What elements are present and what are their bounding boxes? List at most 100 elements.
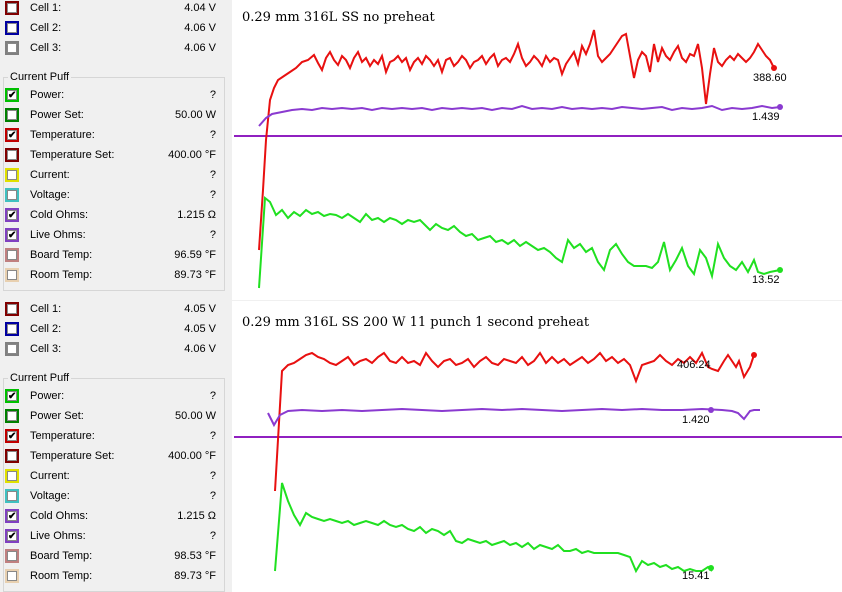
board-temp-value: 98.53 °F	[174, 550, 216, 562]
checkmark-icon: ✔	[7, 130, 17, 141]
live-ohms-value: ?	[209, 229, 216, 241]
power-checkbox[interactable]: ✔	[5, 389, 19, 403]
temperature-label: Temperature:	[30, 430, 95, 442]
cold-ohms-checkbox[interactable]: ✔	[5, 208, 19, 222]
power-label: Power:	[30, 89, 65, 101]
temperature-label: Temperature:	[30, 129, 95, 141]
cell-1-color-checkbox[interactable]	[5, 1, 19, 15]
current-puff-title: Current Puff	[8, 71, 72, 83]
puff-chart-top: 0.29 mm 316L SS no preheat 388.60 1.439 13…	[232, 0, 842, 300]
checkmark-icon: ✔	[7, 90, 17, 101]
temperature-set-checkbox[interactable]	[5, 148, 19, 162]
power-set-value: 50.00 W	[175, 410, 216, 422]
power-series-line	[274, 482, 713, 574]
temperature-value: ?	[209, 129, 216, 141]
power-value: ?	[209, 390, 216, 402]
power-set-checkbox[interactable]	[5, 108, 19, 122]
room-temp-checkbox[interactable]	[5, 569, 19, 583]
power-row: ✔ Power:?	[0, 388, 226, 408]
current-checkbox[interactable]	[5, 469, 19, 483]
board-temp-label: Board Temp:	[30, 249, 93, 261]
cell-3-value: 4.06 V	[184, 42, 216, 54]
current-label: Current:	[30, 169, 70, 181]
checkmark-icon: ✔	[7, 210, 17, 221]
power-set-label: Power Set:	[30, 109, 84, 121]
live-ohms-label: Live Ohms:	[30, 530, 86, 542]
room-temp-label: Room Temp:	[30, 269, 93, 281]
power-set-row: Power Set: 50.00 W	[0, 107, 226, 127]
cell-1-color-checkbox[interactable]	[5, 302, 19, 316]
voltage-checkbox[interactable]	[5, 188, 19, 202]
empty-box-icon	[7, 471, 17, 481]
current-row: Current:?	[0, 468, 226, 488]
board-temp-value: 96.59 °F	[174, 249, 216, 261]
live-ohms-series-line	[258, 104, 781, 127]
temperature-set-value: 400.00 °F	[168, 149, 216, 161]
empty-box-icon	[7, 170, 17, 180]
temperature-checkbox[interactable]: ✔	[5, 429, 19, 443]
power-series-line	[258, 196, 781, 289]
temperature-checkbox[interactable]: ✔	[5, 128, 19, 142]
cell-3-row: Cell 3: 4.06 V	[0, 40, 226, 60]
cell-3-color-checkbox[interactable]	[5, 41, 19, 55]
live-ohms-end-label: 1.439	[752, 111, 780, 123]
temperature-set-checkbox[interactable]	[5, 449, 19, 463]
board-temp-checkbox[interactable]	[5, 248, 19, 262]
voltage-label: Voltage:	[30, 490, 70, 502]
cell-3-color-checkbox[interactable]	[5, 342, 19, 356]
cell-2-row: Cell 2: 4.05 V	[0, 321, 226, 341]
room-temp-row: Room Temp: 89.73 °F	[0, 267, 226, 287]
empty-box-icon	[7, 451, 17, 461]
cell-1-label: Cell 1:	[30, 2, 62, 14]
cell-2-color-checkbox[interactable]	[5, 322, 19, 336]
power-row: ✔ Power:?	[0, 87, 226, 107]
room-temp-checkbox[interactable]	[5, 268, 19, 282]
empty-box-icon	[7, 110, 17, 120]
live-ohms-row: ✔ Live Ohms:?	[0, 227, 226, 247]
checkmark-icon: ✔	[7, 511, 17, 522]
live-ohms-label: Live Ohms:	[30, 229, 86, 241]
checkmark-icon: ✔	[7, 230, 17, 241]
live-ohms-row: ✔ Live Ohms:?	[0, 528, 226, 548]
voltage-checkbox[interactable]	[5, 489, 19, 503]
board-temp-checkbox[interactable]	[5, 549, 19, 563]
voltage-label: Voltage:	[30, 189, 70, 201]
cell-2-value: 4.06 V	[184, 22, 216, 34]
empty-box-icon	[7, 250, 17, 260]
live-ohms-checkbox[interactable]: ✔	[5, 228, 19, 242]
temperature-series-line	[274, 350, 755, 492]
chart-title: 0.29 mm 316L SS no preheat	[242, 10, 435, 25]
checkmark-icon: ✔	[7, 431, 17, 442]
power-set-checkbox[interactable]	[5, 409, 19, 423]
temperature-set-label: Temperature Set:	[30, 149, 115, 161]
current-checkbox[interactable]	[5, 168, 19, 182]
cell-3-row: Cell 3: 4.06 V	[0, 341, 226, 361]
cell-2-value: 4.05 V	[184, 323, 216, 335]
power-set-row: Power Set: 50.00 W	[0, 408, 226, 428]
power-set-label: Power Set:	[30, 410, 84, 422]
live-ohms-series-line	[267, 407, 760, 428]
cell-2-color-checkbox[interactable]	[5, 21, 19, 35]
empty-box-icon	[7, 491, 17, 501]
cell-3-label: Cell 3:	[30, 343, 62, 355]
cold-ohms-checkbox[interactable]: ✔	[5, 509, 19, 523]
puff-chart-bottom: 0.29 mm 316L SS 200 W 11 punch 1 second …	[232, 301, 842, 592]
temperature-set-value: 400.00 °F	[168, 450, 216, 462]
live-ohms-checkbox[interactable]: ✔	[5, 529, 19, 543]
cell-1-label: Cell 1:	[30, 303, 62, 315]
power-end-label: 13.52	[752, 274, 780, 286]
cold-ohms-row: ✔ Cold Ohms: 1.215 Ω	[0, 207, 226, 227]
power-checkbox[interactable]: ✔	[5, 88, 19, 102]
empty-box-icon	[7, 551, 17, 561]
cold-ohms-row: ✔ Cold Ohms: 1.215 Ω	[0, 508, 226, 528]
cell-1-row: Cell 1: 4.05 V	[0, 301, 226, 321]
power-end-marker	[777, 267, 783, 273]
cell-1-row: Cell 1: 4.04 V	[0, 0, 226, 20]
empty-box-icon	[7, 411, 17, 421]
chart-plot-area: 388.60 1.439 13.52	[234, 29, 842, 289]
checkmark-icon: ✔	[7, 391, 17, 402]
empty-box-icon	[7, 190, 17, 200]
temperature-series-line	[258, 29, 775, 251]
temperature-row: ✔ Temperature:?	[0, 428, 226, 448]
voltage-value: ?	[209, 490, 216, 502]
